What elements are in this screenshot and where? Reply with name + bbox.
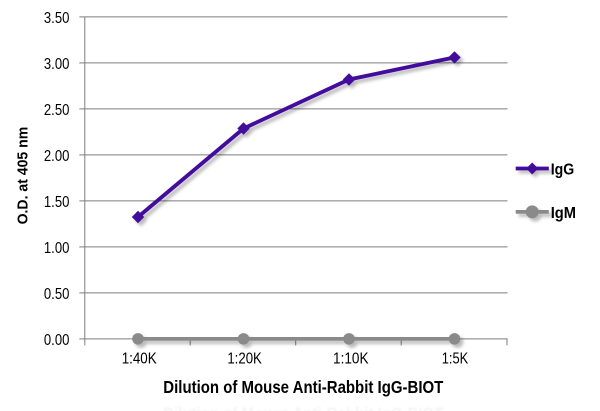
svg-text:1.50: 1.50	[44, 194, 70, 211]
svg-text:Dilution of Mouse Anti-Rabbit: Dilution of Mouse Anti-Rabbit IgG-BIOT	[163, 377, 443, 397]
svg-text:1:5K: 1:5K	[442, 351, 469, 368]
svg-text:2.00: 2.00	[44, 148, 70, 165]
svg-text:0.50: 0.50	[44, 286, 70, 303]
svg-text:IgM: IgM	[551, 205, 576, 222]
svg-text:O.D. at 405 nm: O.D. at 405 nm	[15, 127, 31, 225]
svg-text:Dilution of Mouse Anti-Rabbit: Dilution of Mouse Anti-Rabbit IgG-BIOT	[163, 404, 443, 411]
svg-text:2.50: 2.50	[44, 102, 70, 119]
svg-text:0.00: 0.00	[44, 332, 70, 349]
svg-text:3.00: 3.00	[44, 56, 70, 73]
svg-text:1:20K: 1:20K	[227, 351, 262, 368]
svg-text:1.00: 1.00	[44, 240, 70, 257]
svg-text:1:40K: 1:40K	[122, 351, 158, 368]
svg-text:1:10K: 1:10K	[333, 351, 369, 368]
svg-text:IgG: IgG	[551, 161, 575, 178]
svg-text:3.50: 3.50	[44, 10, 70, 27]
